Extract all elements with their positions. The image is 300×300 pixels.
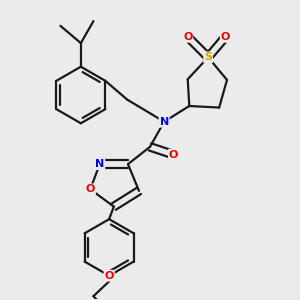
Text: S: S — [204, 52, 212, 62]
Text: N: N — [160, 117, 169, 127]
Text: O: O — [104, 271, 114, 281]
Text: O: O — [183, 32, 192, 42]
Text: N: N — [95, 159, 104, 169]
Text: O: O — [85, 184, 95, 194]
Text: O: O — [221, 32, 230, 42]
Text: O: O — [169, 150, 178, 160]
